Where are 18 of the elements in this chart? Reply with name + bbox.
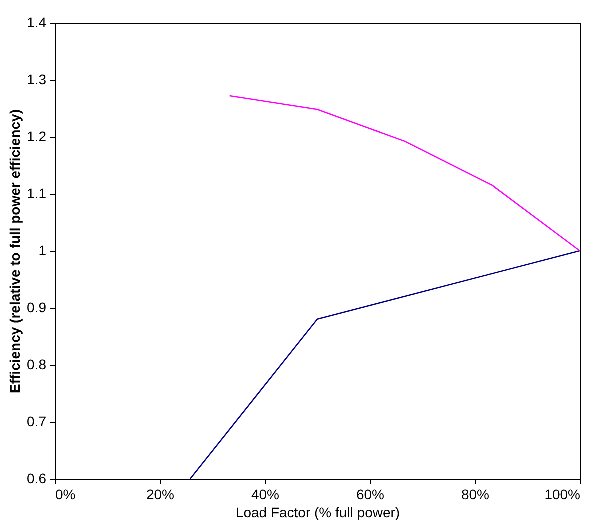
y-tick-label: 0.8 (27, 356, 47, 372)
x-axis-title: Load Factor (% full power) (236, 504, 400, 520)
y-axis-title: Efficiency (relative to full power efficiency) (7, 110, 24, 394)
x-tick-label: 80% (461, 486, 490, 502)
x-tick-label: 100% (544, 486, 580, 502)
y-tick-label: 1.4 (27, 14, 47, 30)
y-tick-label: 1.2 (27, 128, 47, 144)
y-tick-label: 0.9 (27, 300, 47, 316)
x-tick-label: 20% (146, 486, 175, 502)
x-tick-label: 40% (251, 486, 280, 502)
y-tick-label: 1 (38, 242, 47, 258)
y-tick-label: 1.3 (27, 72, 47, 88)
x-tick-label: 0% (56, 486, 76, 502)
y-tick-label: 0.6 (27, 470, 47, 486)
y-tick-label: 1.1 (27, 186, 47, 202)
x-tick-label: 60% (356, 486, 385, 502)
y-tick-label: 0.7 (27, 414, 47, 430)
line-series (229, 95, 580, 252)
